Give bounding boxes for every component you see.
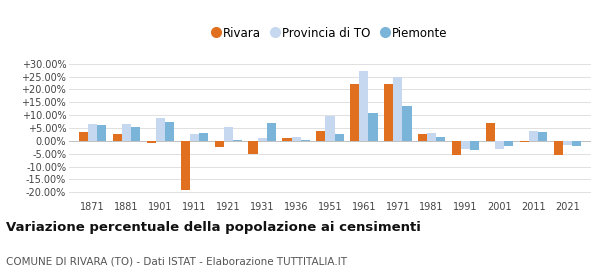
Text: COMUNE DI RIVARA (TO) - Dati ISTAT - Elaborazione TUTTITALIA.IT: COMUNE DI RIVARA (TO) - Dati ISTAT - Ela… [6,256,347,267]
Bar [190,134,199,141]
Bar [572,141,581,146]
Bar [131,127,140,141]
Bar [267,123,276,141]
Bar [520,141,529,142]
Bar [350,84,359,141]
Bar [233,139,242,141]
Bar [393,76,403,141]
Bar [156,118,165,141]
Bar [215,141,224,147]
Bar [316,130,325,141]
Bar [436,137,445,141]
Bar [147,141,156,143]
Bar [165,122,174,141]
Bar [418,134,427,141]
Bar [495,141,504,149]
Bar [79,132,88,141]
Bar [113,134,122,141]
Bar [486,123,495,141]
Legend: Rivara, Provincia di TO, Piemonte: Rivara, Provincia di TO, Piemonte [208,22,452,45]
Bar [181,141,190,190]
Bar [403,106,412,141]
Bar [122,124,131,141]
Bar [452,141,461,155]
Bar [88,124,97,141]
Bar [368,113,377,141]
Bar [283,138,292,141]
Bar [292,137,301,141]
Bar [563,141,572,145]
Bar [461,141,470,149]
Bar [359,71,368,141]
Bar [257,138,267,141]
Bar [529,130,538,141]
Bar [199,133,208,141]
Bar [97,125,106,141]
Bar [470,141,479,150]
Bar [335,134,344,141]
Bar [427,133,436,141]
Bar [538,132,547,141]
Bar [554,141,563,155]
Bar [504,141,513,146]
Bar [301,139,310,141]
Bar [224,127,233,141]
Bar [325,116,335,141]
Bar [384,84,393,141]
Text: Variazione percentuale della popolazione ai censimenti: Variazione percentuale della popolazione… [6,221,421,234]
Bar [248,141,257,154]
